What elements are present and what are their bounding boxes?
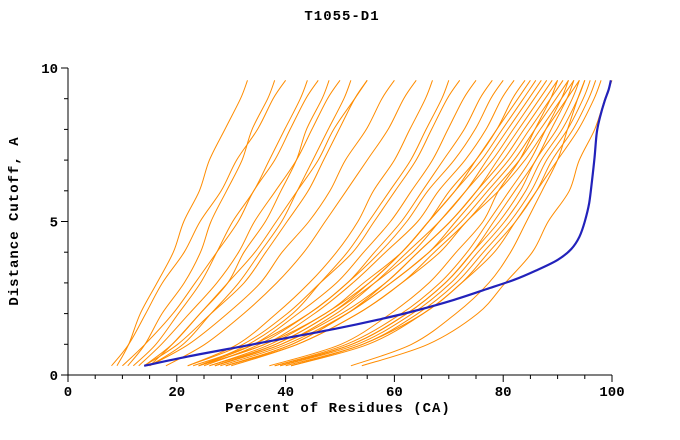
x-axis-label: Percent of Residues (CA) [225, 401, 451, 417]
prediction-curve [285, 80, 591, 367]
prediction-curve [187, 80, 461, 367]
prediction-curve [149, 80, 352, 367]
prediction-curve [214, 80, 559, 367]
prediction-curve [187, 80, 433, 367]
prediction-curve [274, 80, 580, 367]
prediction-curve [138, 80, 341, 367]
x-tick-label: 80 [495, 385, 512, 401]
prediction-curve [203, 80, 493, 367]
prediction-curve [149, 80, 395, 367]
y-tick-label: 5 [50, 216, 58, 232]
prediction-curve [290, 80, 602, 367]
x-tick-label: 0 [64, 385, 72, 401]
chart-title: T1055-D1 [304, 9, 380, 25]
prediction-curve [280, 80, 586, 367]
prediction-curve [220, 80, 569, 367]
y-tick-label: 0 [50, 369, 58, 385]
prediction-curve [198, 80, 477, 367]
y-tick-label: 10 [41, 62, 58, 78]
prediction-curve [149, 80, 368, 367]
prediction-curve [225, 80, 580, 367]
y-axis-label: Distance Cutoff, A [7, 136, 23, 306]
prediction-curve [165, 80, 417, 367]
prediction-curve [192, 80, 504, 367]
prediction-curve [274, 80, 569, 367]
prediction-curve [127, 80, 276, 367]
prediction-curve [198, 80, 450, 367]
prediction-curve [116, 80, 248, 367]
x-tick-label: 20 [168, 385, 185, 401]
prediction-curve [209, 80, 548, 367]
prediction-curve [198, 80, 515, 367]
highlighted-curve [143, 80, 612, 367]
prediction-curve [269, 80, 559, 367]
prediction-curve [361, 80, 613, 367]
x-tick-label: 60 [386, 385, 403, 401]
prediction-curve [198, 80, 537, 367]
prediction-curve [350, 80, 586, 367]
x-tick-label: 100 [599, 385, 624, 401]
prediction-curve [225, 80, 564, 367]
prediction-curve [111, 80, 287, 367]
prediction-curve [132, 80, 308, 367]
prediction-curve [122, 80, 319, 367]
x-tick-label: 40 [277, 385, 294, 401]
prediction-curve [143, 80, 368, 367]
